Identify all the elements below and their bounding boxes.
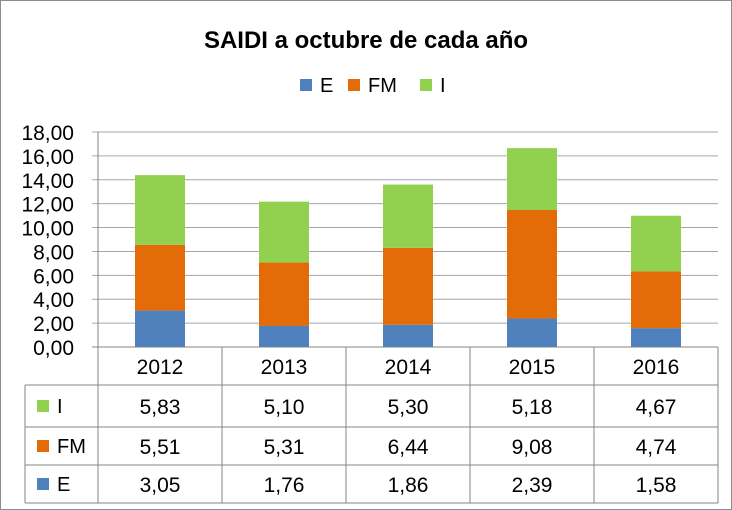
- bar-fm-2012: [135, 244, 185, 311]
- bar-fm-2014: [383, 247, 433, 325]
- y-tick-label: 14,00: [21, 170, 74, 193]
- table-cell-value: 5,31: [264, 436, 305, 459]
- table-cell-value: 1,58: [636, 474, 677, 497]
- bar-e-2016: [631, 328, 681, 347]
- bars: [135, 148, 681, 347]
- table-row-label: FM: [57, 436, 86, 458]
- bar-fm-2013: [259, 262, 309, 326]
- y-tick-label: 10,00: [21, 218, 74, 241]
- bar-i-2013: [259, 201, 309, 263]
- x-category-label: 2016: [633, 356, 680, 379]
- bar-i-2014: [383, 184, 433, 248]
- table-cell-value: 1,76: [264, 474, 305, 497]
- x-category-label: 2015: [509, 356, 556, 379]
- bar-e-2012: [135, 310, 185, 347]
- data-table: 2012 2013 2014 2015 2016 I 5,83 5,10 5,30 5,18 4,6…: [24, 347, 719, 504]
- chart-title: SAIDI a octubre de cada año: [204, 27, 528, 54]
- bar-fm-2015: [507, 209, 557, 319]
- table-cell-value: 3,05: [140, 474, 181, 497]
- table-cell-value: 5,83: [140, 396, 181, 419]
- y-tick-label: 8,00: [33, 241, 74, 264]
- bar-i-2015: [507, 148, 557, 210]
- legend-swatch-fm: [348, 79, 360, 91]
- table-legend-key-i: [37, 400, 49, 412]
- y-tick-label: 18,00: [21, 122, 74, 145]
- table-cell-value: 5,18: [512, 396, 553, 419]
- table-cell-value: 5,10: [264, 396, 305, 419]
- y-tick-label: 4,00: [33, 289, 74, 312]
- legend: E FM I: [300, 75, 446, 97]
- bar-i-2016: [631, 215, 681, 272]
- bar-fm-2016: [631, 271, 681, 329]
- gridlines: 0,002,004,006,008,0010,0012,0014,0016,00…: [21, 122, 718, 360]
- legend-label-fm: FM: [368, 75, 397, 97]
- bar-e-2014: [383, 324, 433, 347]
- legend-swatch-e: [300, 79, 312, 91]
- x-category-label: 2013: [261, 356, 308, 379]
- table-legend-key-fm: [37, 440, 49, 452]
- table-cell-value: 1,86: [388, 474, 429, 497]
- table-cell-value: 5,30: [388, 396, 429, 419]
- x-category-label: 2014: [385, 356, 432, 379]
- legend-label-e: E: [320, 75, 333, 97]
- y-tick-label: 6,00: [33, 265, 74, 288]
- table-cell-value: 2,39: [512, 474, 553, 497]
- y-tick-label: 0,00: [33, 337, 74, 360]
- table-row-label: E: [57, 474, 70, 496]
- y-tick-label: 12,00: [21, 194, 74, 217]
- table-cell-value: 6,44: [388, 436, 429, 459]
- table-legend-key-e: [37, 478, 49, 490]
- y-tick-label: 2,00: [33, 313, 74, 336]
- legend-label-i: I: [440, 75, 446, 97]
- bar-e-2013: [259, 325, 309, 347]
- table-cell-value: 4,67: [636, 396, 677, 419]
- table-cell-value: 4,74: [636, 436, 677, 459]
- x-category-label: 2012: [137, 356, 184, 379]
- table-cell-value: 9,08: [512, 436, 553, 459]
- bar-i-2012: [135, 175, 185, 245]
- table-row-label: I: [57, 396, 63, 418]
- legend-swatch-i: [420, 79, 432, 91]
- bar-e-2015: [507, 318, 557, 347]
- y-tick-label: 16,00: [21, 146, 74, 169]
- table-cell-value: 5,51: [140, 436, 181, 459]
